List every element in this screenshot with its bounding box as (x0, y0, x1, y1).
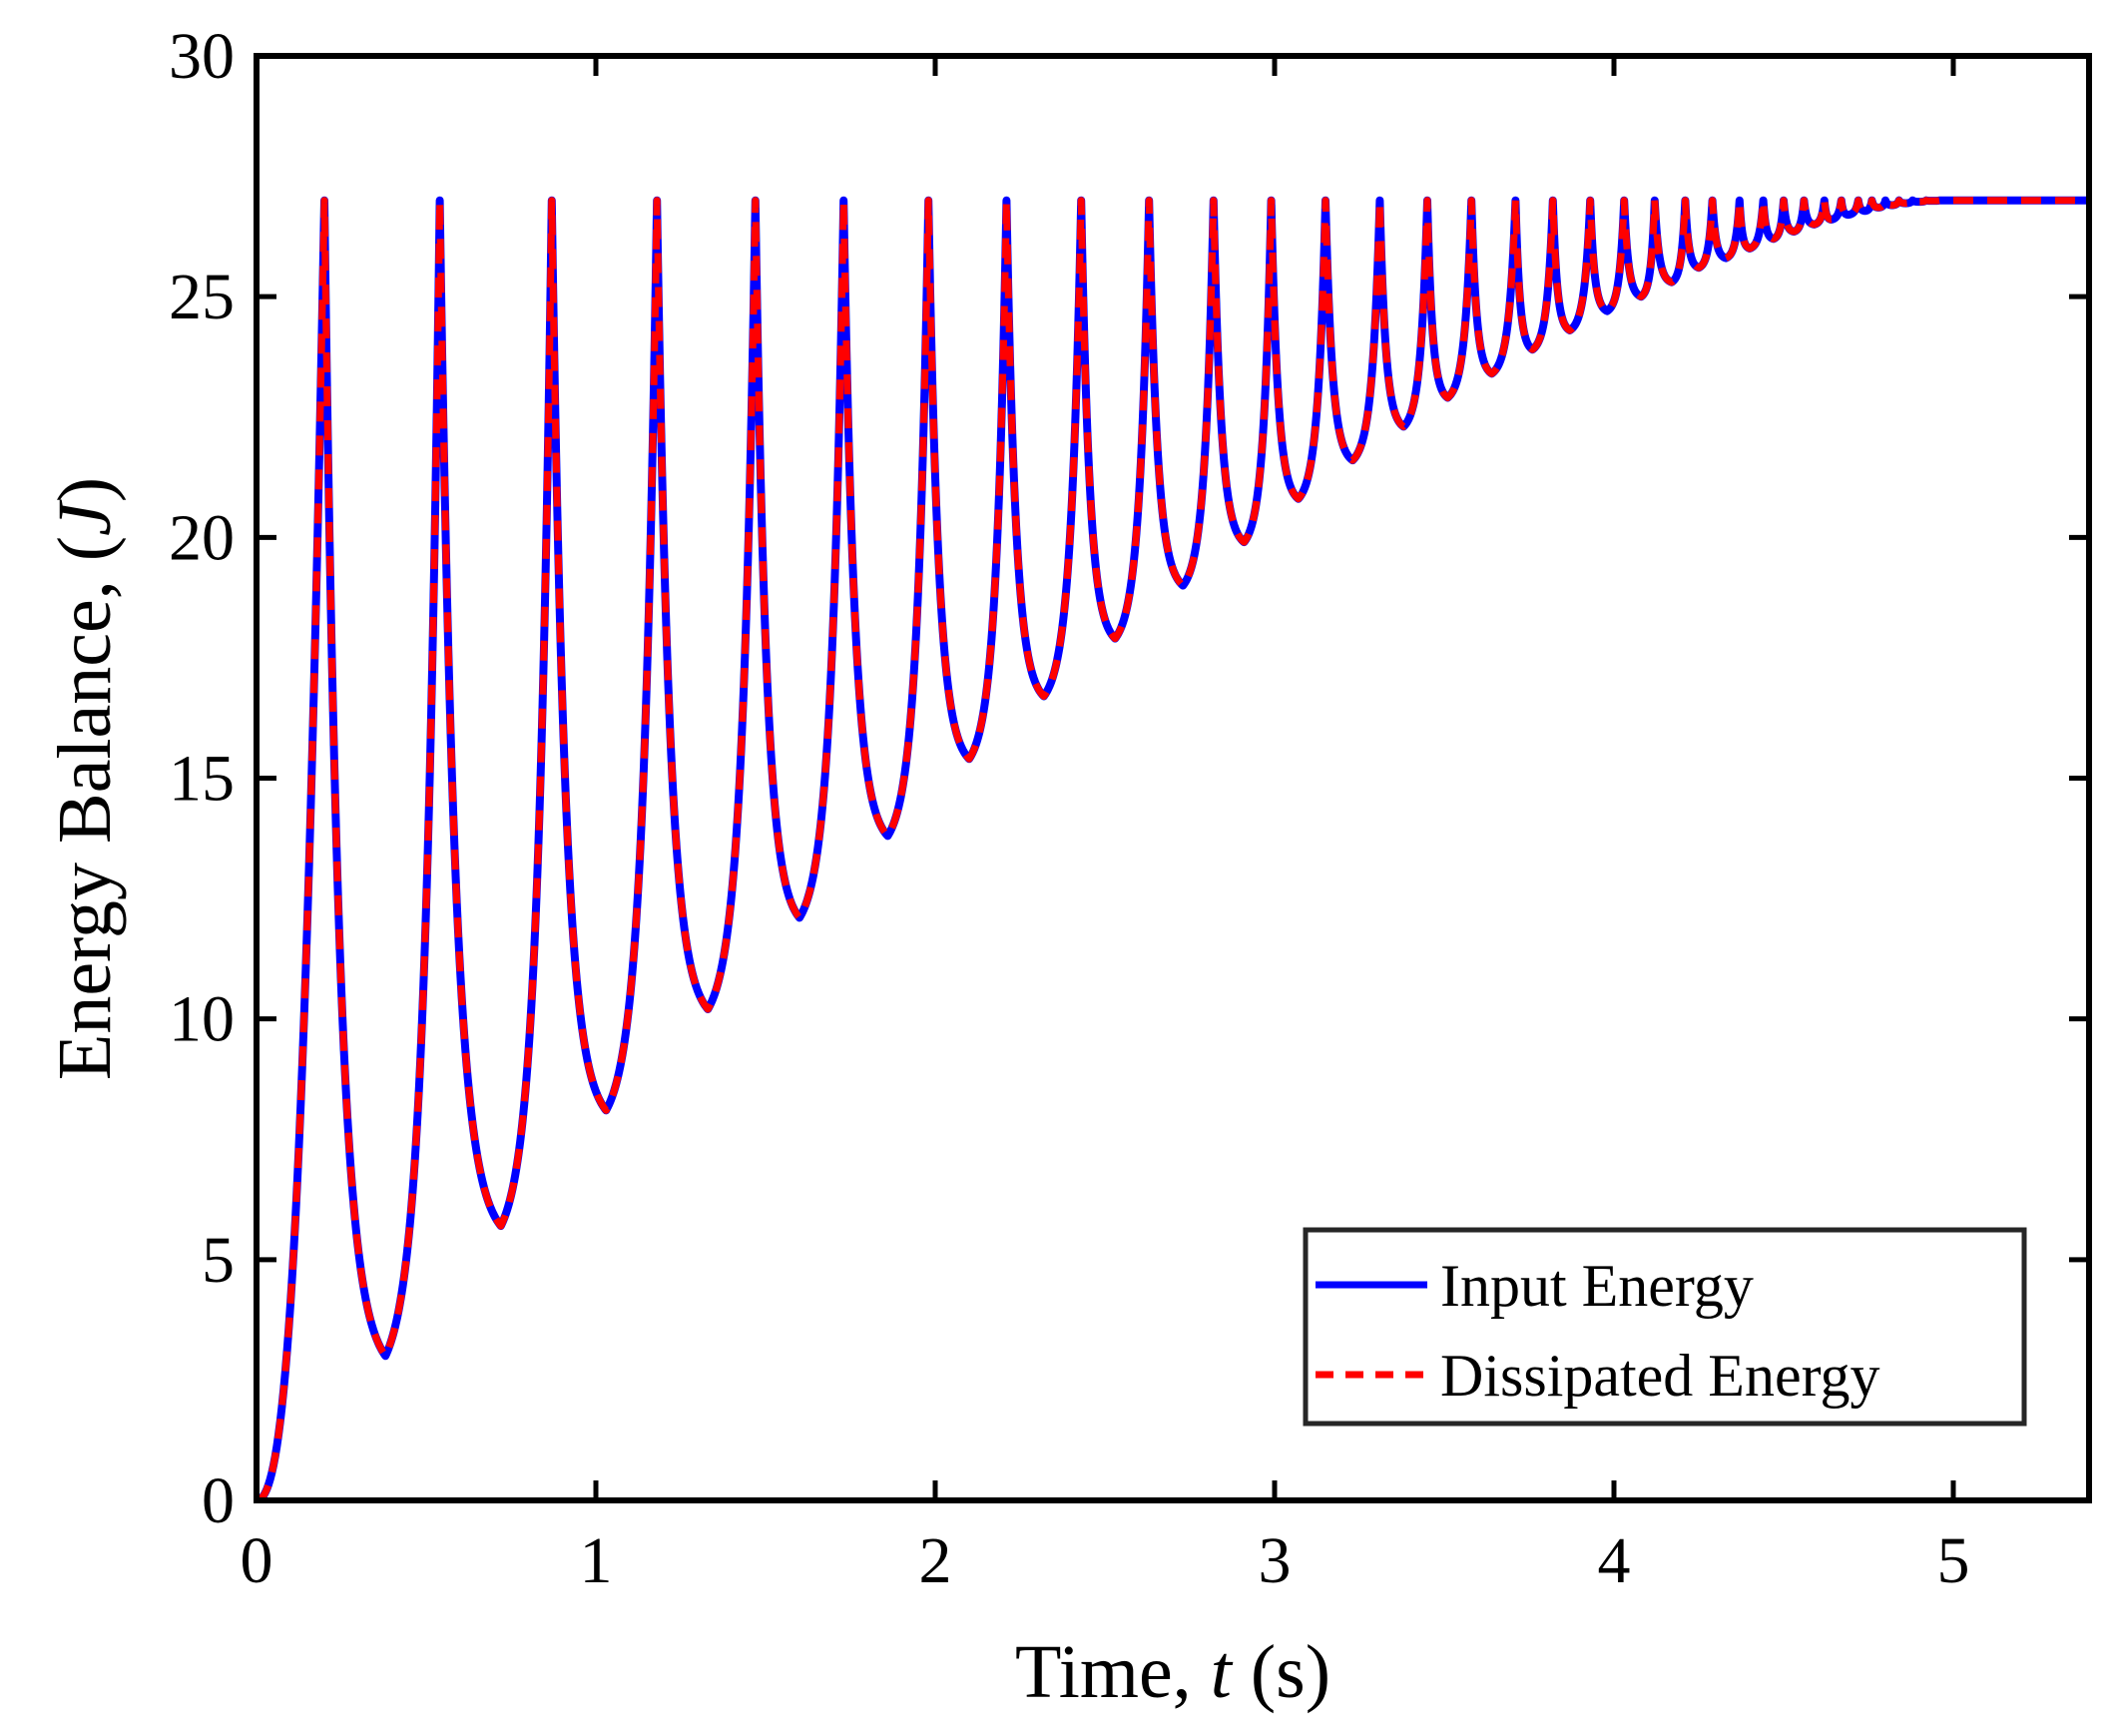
x-axis-label-unit: (s) (1232, 1630, 1330, 1714)
x-tick-label: 3 (1259, 1524, 1292, 1597)
y-tick-label: 30 (169, 20, 235, 93)
series-line-dissipated-energy (257, 197, 2089, 1500)
y-tick-label: 25 (169, 261, 235, 333)
x-axis-label: Time, t (s) (1015, 1630, 1330, 1714)
legend-label-dissipated-energy: Dissipated Energy (1440, 1343, 1879, 1409)
x-tick-label: 2 (919, 1524, 952, 1597)
series-layer (257, 196, 2089, 1500)
y-axis-label-suffix: ) (43, 477, 127, 502)
y-axis-label-symbol: J (43, 499, 127, 536)
x-tick-label: 0 (241, 1524, 273, 1597)
y-tick-label: 10 (169, 983, 235, 1056)
legend: Input Energy Dissipated Energy (1303, 1227, 2027, 1427)
x-tick-label: 5 (1937, 1524, 1970, 1597)
y-tick-label: 15 (169, 743, 235, 816)
plot-frame (254, 53, 2092, 1503)
x-tick-label: 4 (1598, 1524, 1631, 1597)
y-axis-label-prefix: Energy Balance, ( (43, 536, 127, 1080)
y-tick-label: 0 (202, 1464, 235, 1537)
x-axis-label-prefix: Time, (1015, 1630, 1211, 1714)
x-tick-label: 1 (580, 1524, 613, 1597)
y-tick-label: 20 (169, 501, 235, 574)
tick-labels: 0 1 2 3 4 5 0 5 10 15 20 25 30 (169, 20, 1970, 1597)
y-axis-label: Energy Balance, (J) (43, 477, 127, 1080)
legend-label-input-energy: Input Energy (1440, 1253, 1754, 1319)
legend-box (1303, 1227, 2027, 1427)
x-axis-label-symbol: t (1211, 1630, 1234, 1714)
y-tick-label: 5 (202, 1224, 235, 1297)
